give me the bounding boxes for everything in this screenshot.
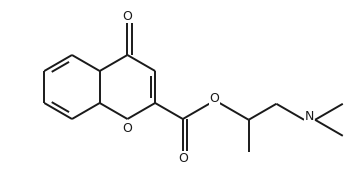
Text: N: N <box>304 110 314 123</box>
Text: O: O <box>122 121 132 135</box>
Text: O: O <box>178 152 188 164</box>
Text: O: O <box>210 92 220 104</box>
Text: O: O <box>122 10 132 22</box>
